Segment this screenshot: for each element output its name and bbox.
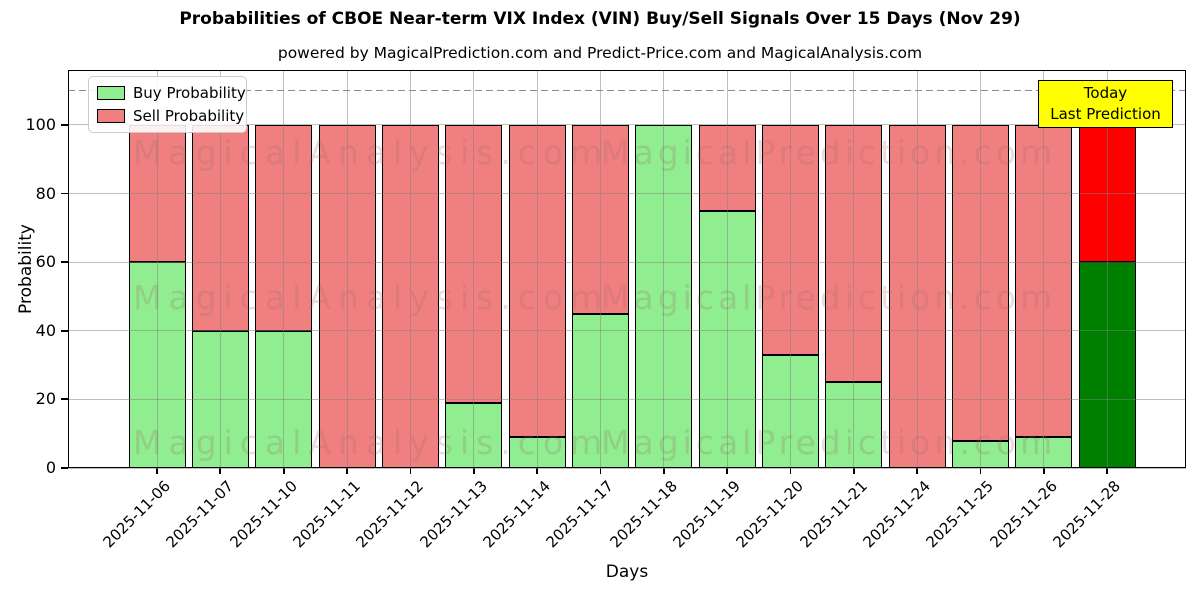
x-tick-label: 2025-11-13 xyxy=(416,477,491,552)
x-tick-label: 2025-11-20 xyxy=(732,477,808,552)
x-tick-mark xyxy=(536,468,538,474)
chart-title: Probabilities of CBOE Near-term VIX Inde… xyxy=(179,9,1021,29)
x-tick-label: 2025-11-14 xyxy=(479,477,554,552)
x-tick-label: 2025-11-26 xyxy=(986,477,1061,552)
x-tick-mark xyxy=(156,468,158,474)
watermark-right: MagicalPrediction.com xyxy=(601,133,1057,172)
vertical-gridline xyxy=(156,70,158,468)
vertical-gridline xyxy=(1106,70,1108,468)
y-tick-mark xyxy=(61,192,68,195)
vertical-gridline xyxy=(980,70,982,468)
vertical-gridline xyxy=(916,70,918,468)
x-tick-label: 2025-11-19 xyxy=(669,477,744,552)
watermark-layer: MagicalAnalysis.com MagicalPrediction.com… xyxy=(68,70,1186,468)
x-tick-label: 2025-11-25 xyxy=(922,477,998,552)
grid-layer xyxy=(68,70,1186,469)
x-tick-mark xyxy=(726,468,729,474)
watermark-left: MagicalAnalysis.com xyxy=(133,423,610,462)
x-tick-mark xyxy=(409,468,412,474)
x-tick-mark xyxy=(979,468,982,474)
vertical-gridline xyxy=(409,70,411,468)
legend-item-buy: Buy Probability xyxy=(97,84,246,102)
plot-area: MagicalAnalysis.com MagicalPrediction.com… xyxy=(68,70,1186,469)
y-tick-mark xyxy=(61,261,68,264)
vertical-gridline xyxy=(663,70,665,468)
horizontal-gridline xyxy=(68,398,1186,400)
horizontal-gridline xyxy=(68,124,1186,126)
sell-swatch-icon xyxy=(97,109,125,123)
x-tick-mark xyxy=(346,468,348,474)
vertical-gridline xyxy=(790,70,791,468)
legend-sell-label: Sell Probability xyxy=(133,107,245,125)
legend-buy-label: Buy Probability xyxy=(133,84,246,102)
y-tick-label: 60 xyxy=(35,252,56,272)
watermark-right: MagicalPrediction.com xyxy=(601,278,1057,317)
vertical-gridline xyxy=(219,70,221,468)
y-axis-label: Probability xyxy=(16,224,36,314)
x-tick-mark xyxy=(219,468,222,474)
legend: Buy Probability Sell Probability xyxy=(88,76,247,133)
x-tick-label: 2025-11-10 xyxy=(226,477,301,552)
x-tick-label: 2025-11-18 xyxy=(606,477,681,552)
x-tick-label: 2025-11-06 xyxy=(99,477,174,552)
chart-subtitle: powered by MagicalPrediction.com and Pre… xyxy=(277,44,923,62)
buy-swatch-icon xyxy=(97,86,125,100)
x-axis-label: Days xyxy=(605,562,649,582)
vertical-gridline xyxy=(473,70,475,468)
x-tick-label: 2025-11-11 xyxy=(289,477,364,552)
y-tick-label: 100 xyxy=(25,114,56,134)
x-tick-mark xyxy=(789,468,792,474)
today-annotation-line1: Today xyxy=(1083,84,1128,102)
x-tick-label: 2025-11-24 xyxy=(859,477,934,552)
horizontal-gridline xyxy=(68,330,1186,332)
x-tick-mark xyxy=(599,468,602,474)
watermark-right: MagicalPrediction.com xyxy=(601,423,1057,462)
y-tick-mark xyxy=(61,123,68,126)
x-tick-label: 2025-11-21 xyxy=(796,477,871,552)
x-tick-label: 2025-11-12 xyxy=(352,477,428,552)
horizontal-gridline xyxy=(68,193,1186,195)
vertical-gridline xyxy=(1043,70,1045,468)
x-tick-mark xyxy=(472,468,475,474)
x-tick-mark xyxy=(662,468,665,474)
today-annotation-line2: Last Prediction xyxy=(1050,105,1161,123)
vertical-gridline xyxy=(726,70,728,468)
x-tick-label: 2025-11-17 xyxy=(542,477,618,552)
horizontal-gridline xyxy=(68,261,1186,263)
y-tick-mark xyxy=(61,329,68,332)
vertical-gridline xyxy=(283,70,285,468)
x-tick-mark xyxy=(1106,468,1109,474)
today-annotation: Today Last Prediction xyxy=(1038,80,1173,128)
x-tick-mark xyxy=(1043,468,1045,474)
horizontal-gridline xyxy=(68,467,1186,469)
watermark-left: MagicalAnalysis.com xyxy=(133,278,610,317)
x-tick-label: 2025-11-07 xyxy=(162,477,238,552)
y-tick-label: 40 xyxy=(35,320,56,340)
y-tick-mark xyxy=(61,467,68,469)
x-tick-mark xyxy=(282,468,285,474)
y-tick-label: 20 xyxy=(35,389,56,409)
legend-item-sell: Sell Probability xyxy=(97,107,244,125)
vertical-gridline xyxy=(536,70,538,468)
x-tick-mark xyxy=(916,468,919,474)
vertical-gridline xyxy=(346,70,348,468)
x-tick-label: 2025-11-28 xyxy=(1049,477,1124,552)
y-tick-mark xyxy=(61,398,68,401)
vertical-gridline xyxy=(599,70,601,468)
vertical-gridline xyxy=(853,70,855,468)
y-tick-label: 0 xyxy=(45,458,56,477)
y-tick-label: 80 xyxy=(35,183,56,203)
dashed-threshold-line xyxy=(68,89,1186,92)
x-tick-mark xyxy=(852,468,855,474)
watermark-left: MagicalAnalysis.com xyxy=(133,133,610,172)
